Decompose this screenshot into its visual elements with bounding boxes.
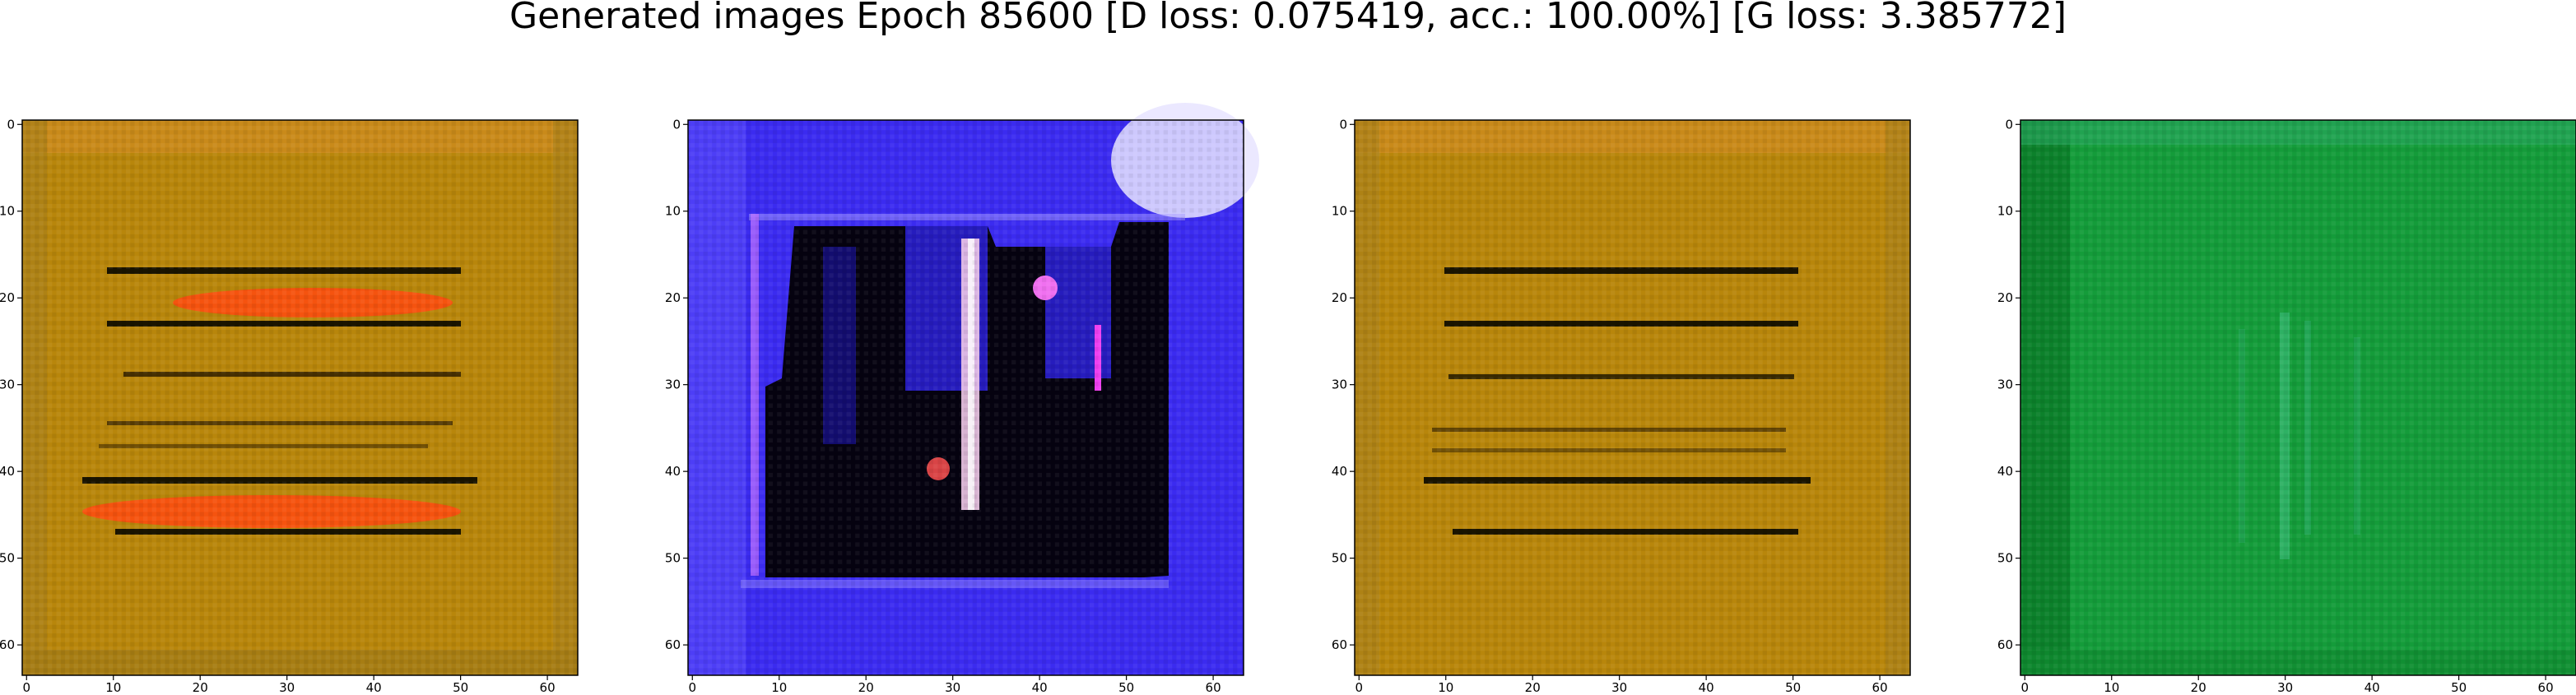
x-tick-label: 40 — [2364, 680, 2380, 695]
x-tick-label: 60 — [2538, 680, 2554, 695]
x-tick-label: 10 — [1438, 680, 1453, 695]
y-tick-label: 50 — [0, 551, 15, 566]
x-tick-label: 40 — [1699, 680, 1714, 695]
y-tick-label: 30 — [1997, 378, 2013, 392]
y-tick-label: 20 — [1332, 290, 1347, 305]
y-tick-label: 60 — [665, 637, 681, 652]
y-tick-label: 10 — [1332, 204, 1347, 219]
x-tick-label: 30 — [2277, 680, 2293, 695]
image-4 — [2020, 119, 2576, 676]
x-tick-label: 30 — [945, 680, 960, 695]
y-tick-label: 0 — [7, 117, 15, 132]
y-tick-label: 60 — [0, 637, 15, 652]
image-2 — [687, 103, 1259, 676]
y-tick-label: 10 — [0, 204, 15, 219]
subplot-2 — [687, 103, 1259, 676]
x-tick-label: 60 — [1872, 680, 1888, 695]
y-tick-label: 20 — [0, 290, 15, 305]
y-tick-label: 10 — [1997, 204, 2013, 219]
x-tick-label: 20 — [193, 680, 208, 695]
x-tick-label: 20 — [1525, 680, 1541, 695]
subplot-1 — [21, 119, 579, 676]
x-tick-label: 60 — [1206, 680, 1221, 695]
x-tick-label: 20 — [858, 680, 874, 695]
image-1 — [21, 119, 579, 676]
y-tick-label: 0 — [672, 117, 681, 132]
x-tick-label: 50 — [453, 680, 468, 695]
subplot-4 — [2020, 119, 2576, 676]
x-tick-label: 0 — [1355, 680, 1364, 695]
y-tick-label: 40 — [1332, 464, 1347, 479]
x-tick-label: 0 — [23, 680, 31, 695]
y-tick-label: 10 — [665, 204, 681, 219]
y-tick-label: 60 — [1997, 637, 2013, 652]
figure-title: Generated images Epoch 85600 [D loss: 0.… — [509, 0, 2067, 37]
y-tick-label: 50 — [1332, 551, 1347, 566]
y-tick-label: 20 — [1997, 290, 2013, 305]
x-tick-label: 50 — [1118, 680, 1134, 695]
x-tick-label: 30 — [279, 680, 295, 695]
image-3 — [1354, 119, 1911, 676]
x-tick-label: 50 — [1785, 680, 1801, 695]
y-tick-label: 40 — [0, 464, 15, 479]
y-tick-label: 50 — [1997, 551, 2013, 566]
subplot-3 — [1354, 119, 1911, 676]
x-tick-label: 0 — [2021, 680, 2030, 695]
y-tick-label: 0 — [2005, 117, 2013, 132]
x-tick-label: 10 — [2104, 680, 2119, 695]
y-tick-label: 60 — [1332, 637, 1347, 652]
x-tick-label: 0 — [689, 680, 697, 695]
y-tick-label: 30 — [0, 378, 15, 392]
y-tick-label: 30 — [665, 378, 681, 392]
y-tick-label: 30 — [1332, 378, 1347, 392]
y-tick-label: 50 — [665, 551, 681, 566]
x-tick-label: 20 — [2191, 680, 2206, 695]
x-tick-label: 40 — [1032, 680, 1048, 695]
y-tick-label: 40 — [665, 464, 681, 479]
x-tick-label: 10 — [771, 680, 787, 695]
x-tick-label: 60 — [540, 680, 556, 695]
x-tick-label: 40 — [366, 680, 382, 695]
x-tick-label: 50 — [2451, 680, 2467, 695]
y-tick-label: 20 — [665, 290, 681, 305]
x-tick-label: 30 — [1611, 680, 1627, 695]
axes-ticks: 0 10 20 30 40 50 60 0 10 20 30 40 50 60 0 10 20 30 40 50 60 0… — [0, 117, 2554, 695]
y-tick-label: 40 — [1997, 464, 2013, 479]
x-tick-label: 10 — [105, 680, 121, 695]
y-tick-label: 0 — [1339, 117, 1347, 132]
